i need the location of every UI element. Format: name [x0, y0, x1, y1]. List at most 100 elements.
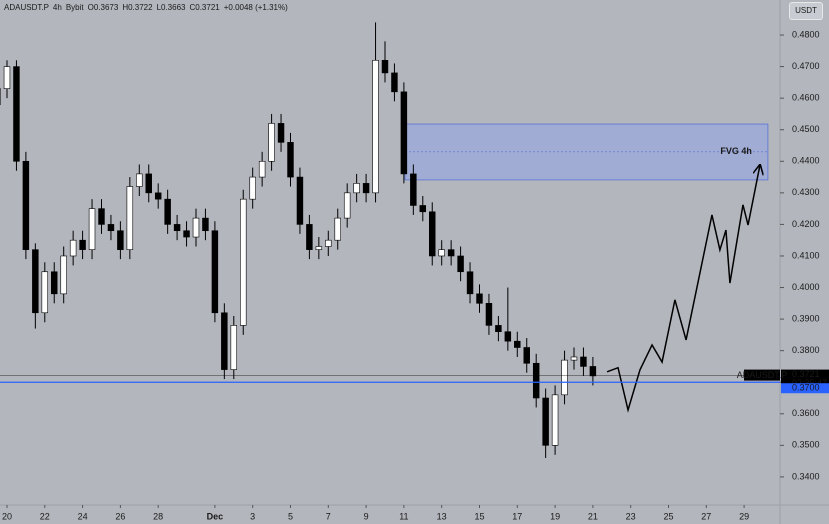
close-value: C0.3721	[189, 3, 220, 12]
candle-body	[145, 173, 152, 194]
y-tick-label: 0.3900	[792, 313, 820, 323]
candle-body	[240, 198, 247, 326]
symbol: ADAUSDT.P	[4, 3, 49, 12]
candle-body	[13, 66, 20, 162]
currency-button[interactable]: USDT	[789, 2, 823, 20]
open-value: O0.3673	[87, 3, 119, 12]
candle-body	[60, 255, 67, 295]
candle-body	[164, 198, 171, 225]
candle-body	[362, 183, 370, 194]
change-value: +0.0048 (+1.31%)	[223, 3, 288, 12]
candle-body	[391, 72, 398, 93]
price-tag-label: 0.3721	[792, 369, 820, 379]
y-tick-label: 0.4700	[792, 61, 820, 71]
y-tick-label: 0.3500	[792, 440, 820, 450]
x-tick-label: 15	[474, 511, 484, 521]
x-tick-label: 24	[78, 511, 88, 521]
candle-body	[476, 293, 483, 304]
candle-body	[457, 255, 464, 273]
candle-body	[173, 224, 181, 232]
candle-body	[258, 160, 266, 178]
candle-body	[107, 224, 115, 232]
candle-body	[41, 271, 49, 314]
candle-body	[485, 303, 493, 326]
candle-body	[372, 59, 379, 194]
candle-body	[221, 312, 228, 370]
candle-body	[136, 173, 143, 187]
x-tick-label: 20	[2, 511, 12, 521]
candle-body	[353, 183, 360, 194]
fvg-label: FVG 4h	[720, 146, 752, 156]
candle-body	[580, 356, 587, 367]
candle-body	[287, 142, 294, 178]
candle-body	[466, 271, 474, 295]
x-tick-label: 23	[626, 511, 636, 521]
projection-path	[606, 165, 760, 413]
candle-body	[334, 217, 341, 241]
candle-body	[504, 331, 512, 342]
x-tick-label: Dec	[207, 511, 224, 521]
price-tag	[781, 383, 829, 394]
countdown: 02:35:47	[792, 378, 827, 388]
candle-body	[230, 325, 238, 370]
candle-body	[315, 246, 323, 250]
candle-body	[570, 356, 578, 361]
x-tick-label: 29	[739, 511, 749, 521]
y-tick-label: 0.4800	[792, 29, 820, 39]
candle-body	[438, 249, 445, 257]
candle-body	[79, 239, 86, 250]
y-tick-label: 0.4000	[792, 282, 820, 292]
candle-body	[447, 249, 455, 257]
x-tick-label: 5	[288, 511, 293, 521]
candle-body	[277, 123, 285, 143]
high-value: H0.3722	[122, 3, 153, 12]
candle-body	[98, 208, 105, 225]
x-tick-label: 9	[364, 511, 369, 521]
symbol-tag-label: ADAUSDT.P	[737, 370, 788, 380]
candle-body	[268, 123, 275, 162]
candle-body	[117, 230, 124, 250]
candle-body	[429, 211, 436, 257]
candle-body	[343, 192, 351, 219]
candle-body	[154, 192, 162, 200]
candle-body	[561, 359, 568, 396]
candle-body	[211, 230, 219, 314]
candle-body	[202, 217, 209, 232]
candle-body	[325, 239, 332, 247]
candle-body	[419, 205, 427, 213]
candle-body	[306, 224, 313, 250]
x-tick-label: 7	[326, 511, 331, 521]
candle-body	[551, 394, 559, 446]
x-tick-label: 17	[512, 511, 522, 521]
y-tick-label: 0.3400	[792, 471, 820, 481]
x-tick-label: 28	[153, 511, 163, 521]
price-tag-label: 0.3700	[792, 383, 820, 393]
x-tick-label: 27	[701, 511, 711, 521]
candle-body	[51, 271, 58, 295]
candle-body	[192, 217, 200, 238]
candle-body	[381, 59, 389, 74]
exchange: Bybit	[65, 3, 84, 12]
candle-body	[495, 325, 502, 333]
y-tick-label: 0.3600	[792, 408, 820, 418]
candle-body	[400, 91, 408, 175]
x-tick-label: 25	[663, 511, 673, 521]
x-tick-label: 3	[250, 511, 255, 521]
y-tick-label: 0.4300	[792, 187, 820, 197]
candle-body	[542, 397, 549, 446]
x-tick-label: 11	[399, 511, 408, 521]
candle-body	[589, 366, 597, 377]
x-tick-label: 22	[40, 511, 50, 521]
y-tick-label: 0.4500	[792, 124, 820, 134]
low-value: L0.3663	[156, 3, 186, 12]
candle-body	[249, 176, 256, 200]
candle-body	[523, 347, 530, 364]
candle-body	[296, 176, 304, 225]
candle-body	[532, 362, 540, 399]
legend: ADAUSDT.P 4h Bybit O0.3673 H0.3722 L0.3663 C0.…	[4, 3, 292, 12]
x-tick-label: 19	[550, 511, 560, 521]
x-tick-label: 13	[437, 511, 447, 521]
y-tick-label: 0.4600	[792, 93, 820, 103]
